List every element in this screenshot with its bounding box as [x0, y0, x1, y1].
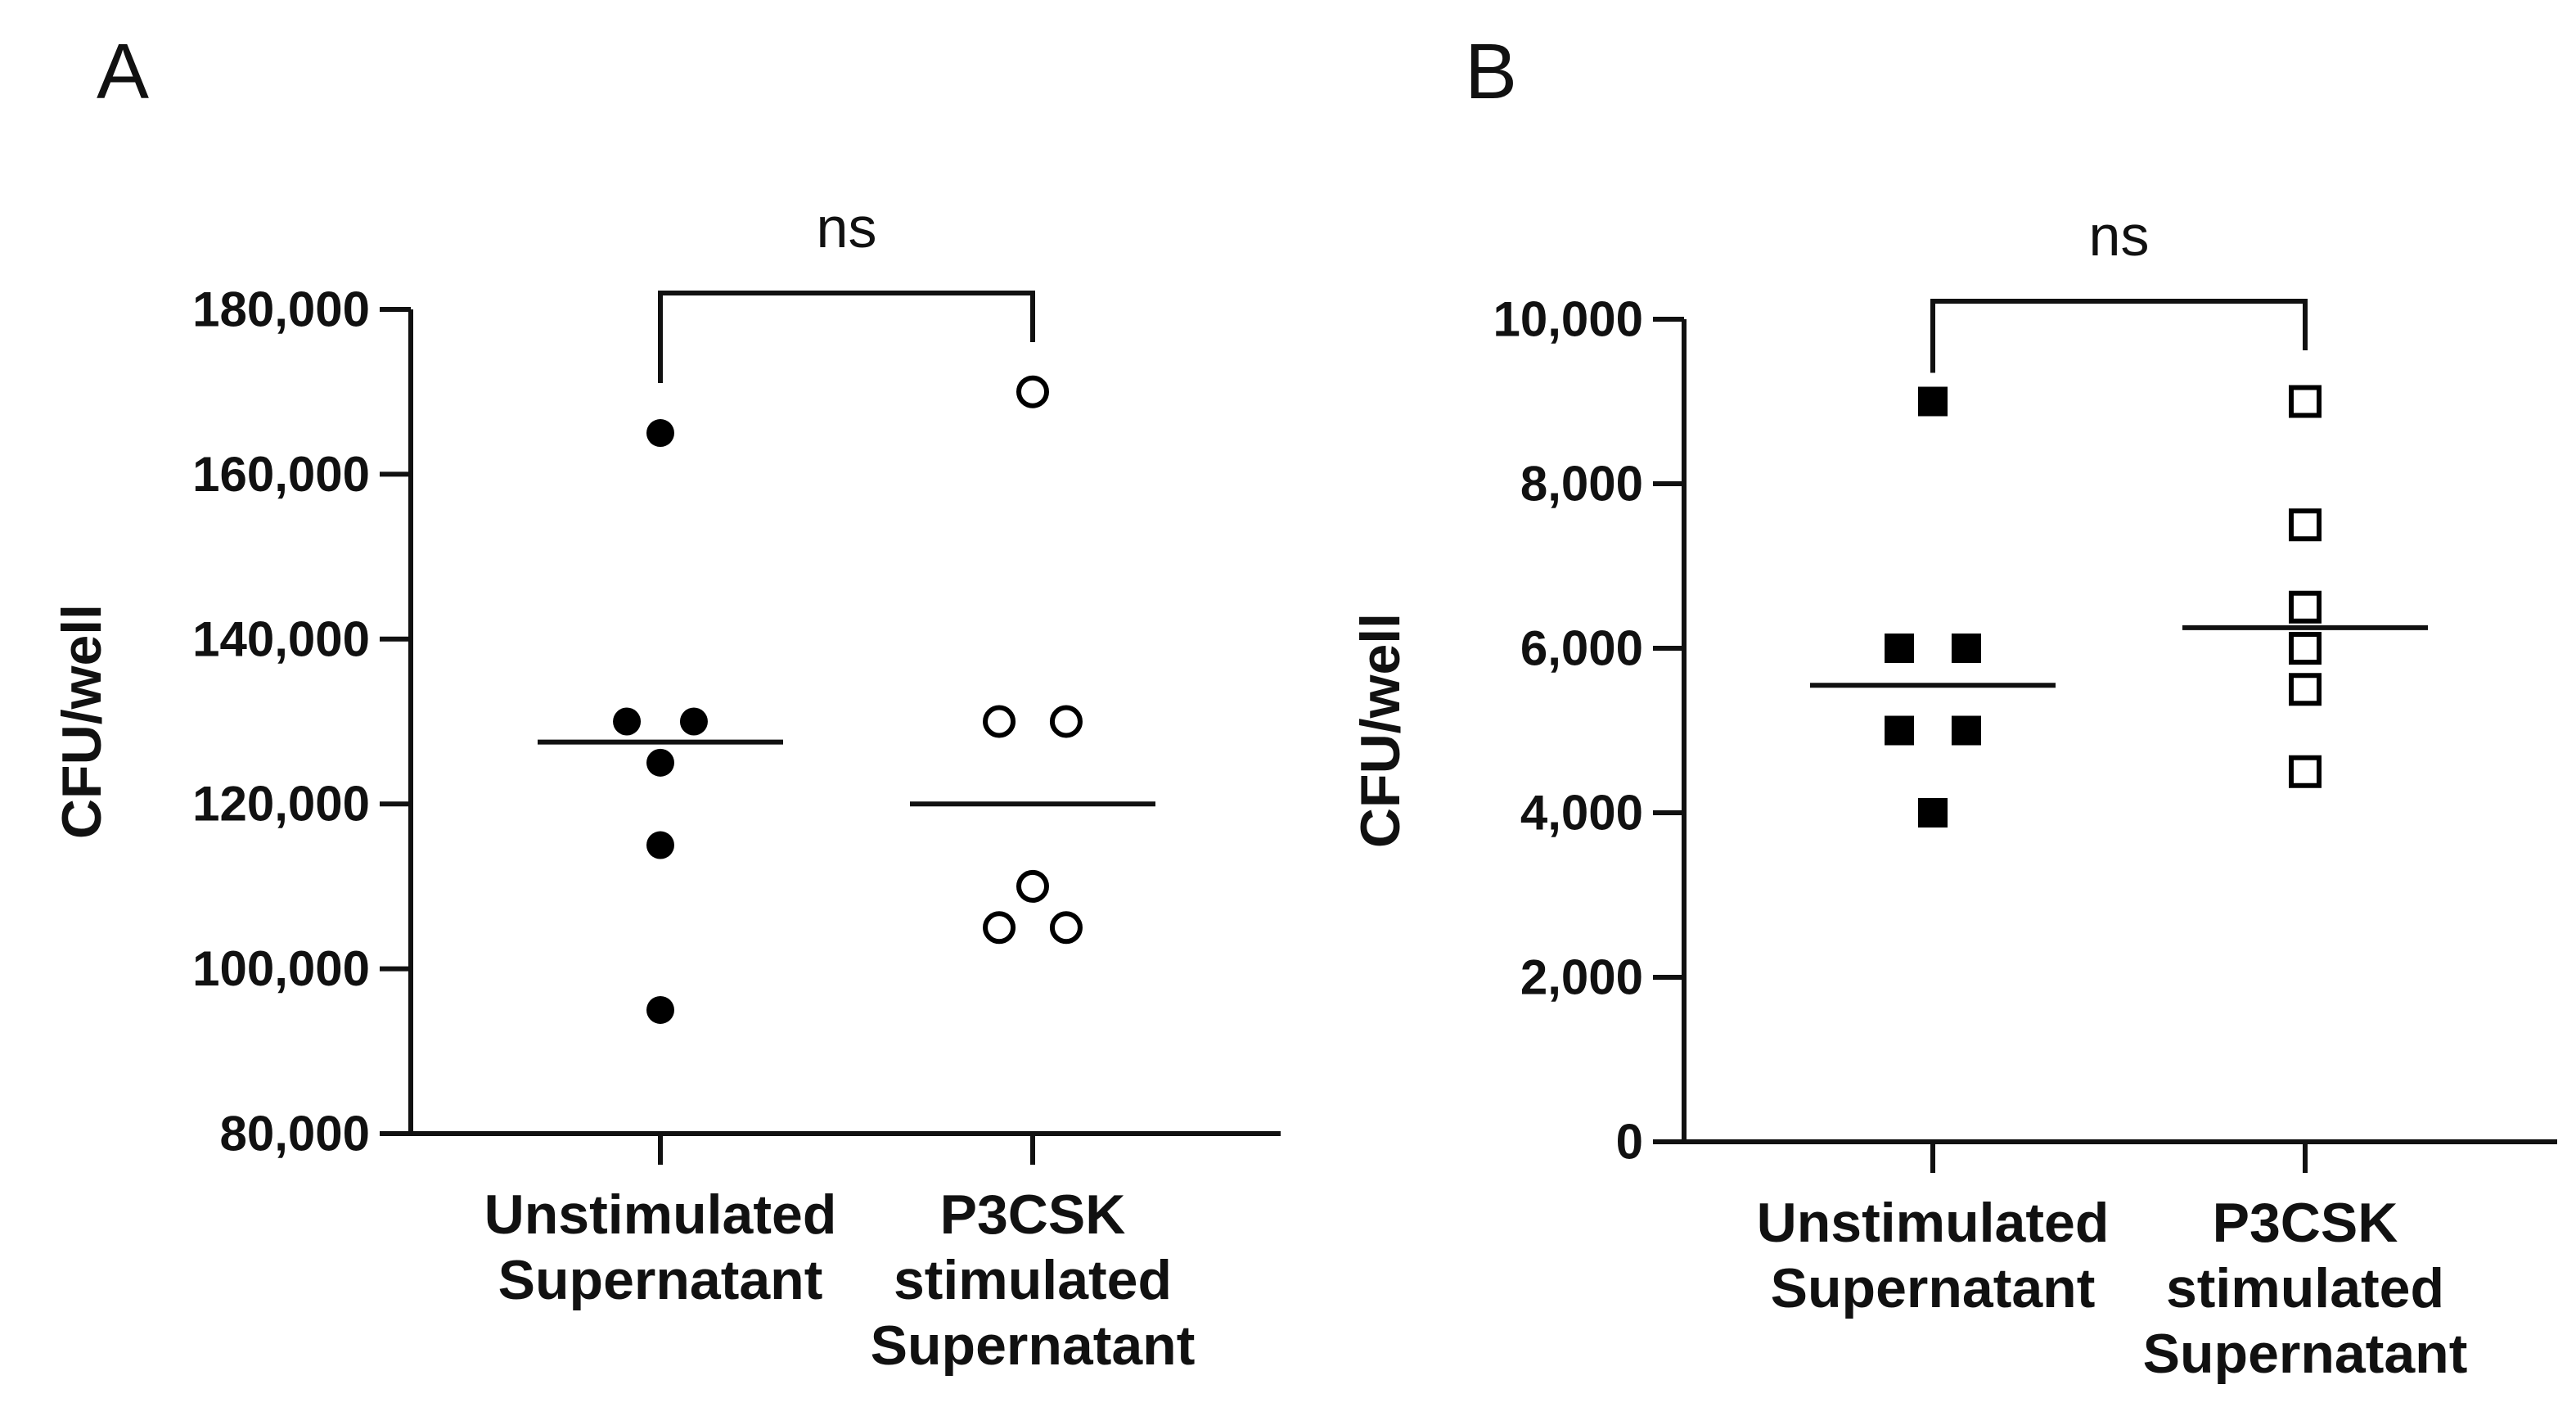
panel-b-data-point [1885, 634, 1915, 663]
panel-b-data-point [1951, 634, 1981, 663]
panel-b-data-point [2289, 590, 2322, 624]
panel-b-data-point [2289, 673, 2322, 706]
panel-b-data-point [2289, 385, 2322, 418]
panel-a-data-point [646, 995, 674, 1024]
panel-b-y-axis-title: CFU/well [1349, 613, 1412, 848]
panel-a-y-tick-label: 180,000 [192, 282, 370, 337]
panel-b-data-point [2289, 755, 2322, 788]
panel-a-data-point [983, 705, 1016, 738]
panel-b-significance-bracket [1930, 299, 2308, 373]
panel-b-y-tick-label: 4,000 [1520, 786, 1643, 841]
panel-a-y-tick-label: 140,000 [192, 611, 370, 666]
panel-b-data-point [1918, 386, 1948, 417]
panel-a-data-point [983, 911, 1016, 945]
panel-a-data-point [1049, 705, 1083, 738]
panel-a-data-point [613, 707, 642, 736]
panel-a-data-point [646, 831, 674, 859]
panel-b-significance-label: ns [2089, 204, 2150, 268]
panel-a-y-tick-label: 120,000 [192, 777, 370, 832]
panel-b-category-label: Unstimulated [1757, 1192, 2110, 1254]
panel-a-letter: A [97, 28, 149, 115]
panel-a-category-label: stimulated [894, 1249, 1172, 1311]
panel-b-data-point [2289, 632, 2322, 665]
panel-a-y-axis-title: CFU/well [51, 604, 113, 839]
panel-a-category-label: Supernatant [871, 1315, 1196, 1377]
panel-a-data-point [1049, 911, 1083, 945]
panel-b-data-point [1918, 798, 1948, 828]
panel-b-y-tick-label: 10,000 [1493, 292, 1643, 347]
panel-b-data-point [1885, 715, 1915, 746]
panel-a-category-label: Unstimulated [484, 1184, 837, 1246]
panel-a-data-point [679, 707, 708, 736]
panel-a-y-tick-label: 80,000 [219, 1107, 370, 1161]
panel-b-y-tick-label: 6,000 [1520, 621, 1643, 676]
panel-a-data-point [646, 419, 674, 448]
panel-b-y-tick-label: 2,000 [1520, 950, 1643, 1005]
panel-b-category-label: Supernatant [2143, 1323, 2468, 1385]
panel-a-data-point [646, 748, 674, 777]
panel-a-category-label: Supernatant [498, 1249, 823, 1311]
panel-b-y-tick-label: 0 [1616, 1115, 1643, 1170]
panel-b-category-label: stimulated [2166, 1257, 2444, 1319]
panel-a-significance-bracket [658, 291, 1035, 383]
panel-b-y-tick-label: 8,000 [1520, 457, 1643, 512]
panel-b-category-label: Supernatant [1771, 1257, 2096, 1319]
panel-b-data-point [1951, 715, 1981, 746]
panel-b-data-point [2289, 508, 2322, 542]
panel-b-letter: B [1465, 28, 1517, 115]
panel-a-significance-label: ns [817, 196, 877, 259]
panel-a-y-tick-label: 100,000 [192, 941, 370, 996]
panel-b-category-label: P3CSK [2213, 1192, 2398, 1254]
panel-a-data-point [1016, 869, 1049, 903]
panel-a-data-point [1016, 375, 1049, 408]
panel-a-y-tick-label: 160,000 [192, 447, 370, 502]
panel-a-category-label: P3CSK [940, 1184, 1126, 1246]
